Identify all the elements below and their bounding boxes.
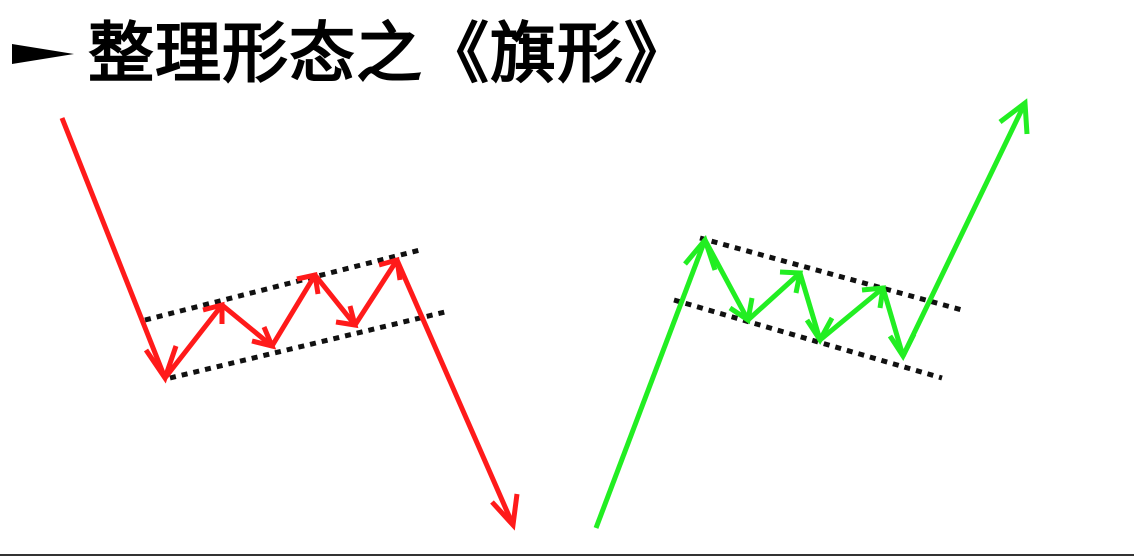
bearish-breakout-line <box>394 258 516 527</box>
bearish-pole-line <box>59 117 168 379</box>
bullish-breakout-arrowhead <box>998 98 1030 135</box>
right-pointer-icon <box>12 44 74 64</box>
bullish-channel-lower-line <box>673 297 943 381</box>
page-title: 整理形态之《旗形》 <box>88 15 691 92</box>
bearish-flag <box>59 117 520 531</box>
bullish-breakout-line <box>900 101 1028 358</box>
bearish-breakout-arrowhead <box>490 493 520 531</box>
bearish-zigzag-line <box>163 258 400 380</box>
header: 整理形态之《旗形》 <box>12 14 691 94</box>
bullish-zigzag-line <box>702 238 906 357</box>
bullish-flag <box>593 98 1030 529</box>
bullish-pole-line <box>593 239 708 529</box>
bottom-divider <box>0 554 1134 556</box>
bullish-channel-upper-line <box>699 235 963 313</box>
bearish-zigzag-arrowheads <box>202 256 403 350</box>
